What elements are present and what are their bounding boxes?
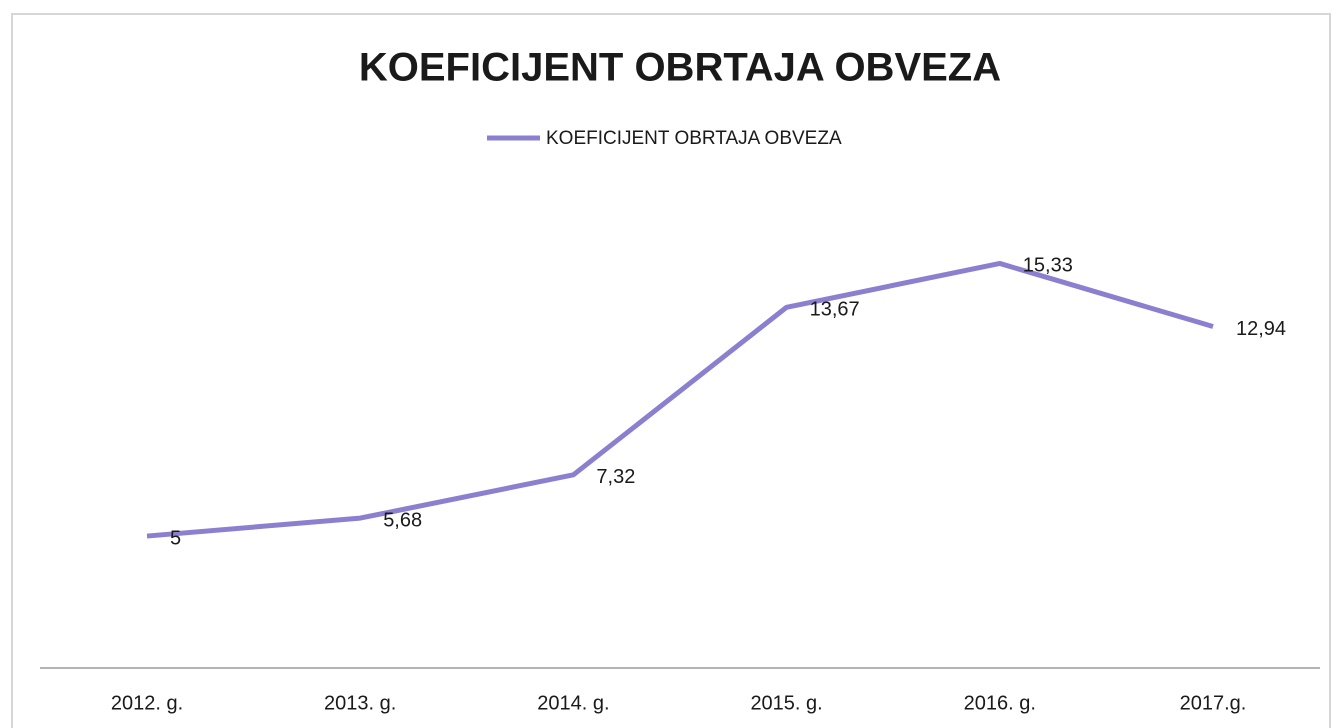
data-label: 12,94 [1236, 318, 1286, 340]
x-tick-label: 2017.g. [1180, 692, 1247, 714]
x-tick-label: 2015. g. [750, 692, 822, 714]
x-tick-label: 2012. g. [111, 692, 183, 714]
x-tick-label: 2016. g. [964, 692, 1036, 714]
data-line [146, 260, 1214, 539]
chart-frame [11, 13, 1331, 728]
data-label: 15,33 [1023, 255, 1073, 277]
data-label: 7,32 [596, 466, 635, 488]
chart-title: KOEFICIJENT OBRTAJA OBVEZA [359, 46, 1001, 90]
data-label: 13,67 [810, 299, 860, 321]
x-tick-label: 2013. g. [324, 692, 396, 714]
data-label: 5 [170, 527, 181, 549]
data-label: 5,68 [383, 509, 422, 531]
legend-label: KOEFICIJENT OBRTAJA OBVEZA [546, 128, 842, 149]
x-tick-label: 2014. g. [537, 692, 609, 714]
